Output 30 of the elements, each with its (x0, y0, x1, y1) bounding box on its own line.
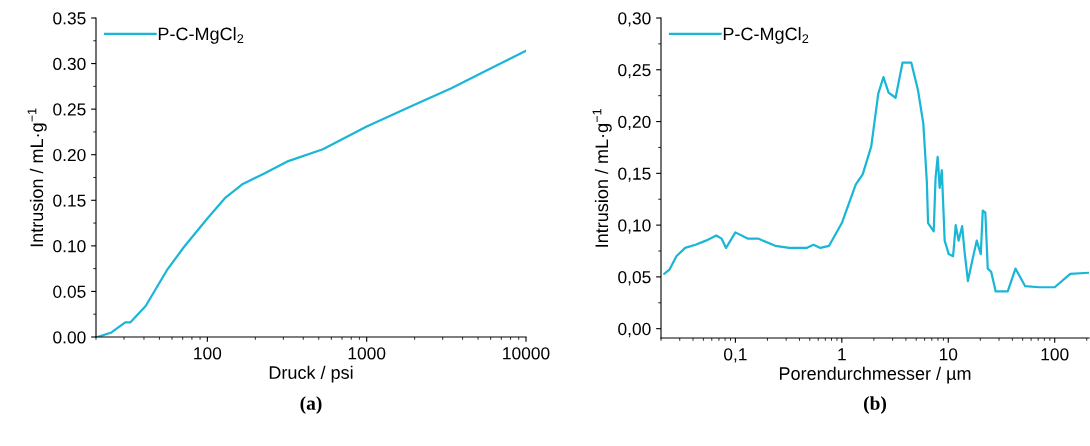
legend-label: P-C-MgCl$_{2}$ (158, 27, 244, 44)
y-tick-label: 0,15 (618, 167, 651, 182)
y-tick-label: 0,25 (618, 63, 651, 79)
x-tick-label: 0,1 (724, 348, 747, 363)
x-tick-label: 10 (939, 348, 958, 361)
x-axis-title: Porendurchmesser / µm (779, 366, 971, 384)
y-tick-label: 0,30 (618, 12, 651, 27)
y-axis-title: Intrusion / mL·g$^{−1}$ (592, 108, 612, 247)
y-tick-label: 0,00 (618, 322, 651, 338)
y-tick-label: 0,10 (618, 219, 651, 234)
x-tick-label: 100 (1041, 348, 1069, 361)
y-tick-label: 0.15 (53, 194, 86, 207)
text: (b) (863, 396, 887, 414)
y-tick-label: 0.30 (53, 57, 86, 71)
legend-label: P-C-MgCl$_{2}$ (723, 27, 809, 44)
x-tick-label: 1000 (348, 347, 386, 360)
y-tick-label: 0.00 (53, 331, 86, 344)
y-tick-label: 0.35 (53, 12, 86, 25)
x-tick-label: 100 (194, 347, 222, 360)
x-axis-title: Druck / psi (269, 365, 353, 383)
y-tick-label: 0.10 (53, 240, 86, 253)
y-tick-label: 0.20 (53, 148, 86, 162)
text: (a) (300, 396, 322, 414)
x-tick-label: 1 (838, 348, 846, 361)
y-tick-label: 0,20 (618, 115, 651, 131)
y-tick-label: 0.25 (53, 103, 86, 116)
x-tick-label: 10000 (503, 347, 550, 360)
y-tick-label: 0.05 (53, 285, 86, 298)
y-tick-label: 0,05 (618, 271, 651, 286)
y-axis-title: Intrusion / mL·g$^{−1}$ (27, 108, 47, 247)
